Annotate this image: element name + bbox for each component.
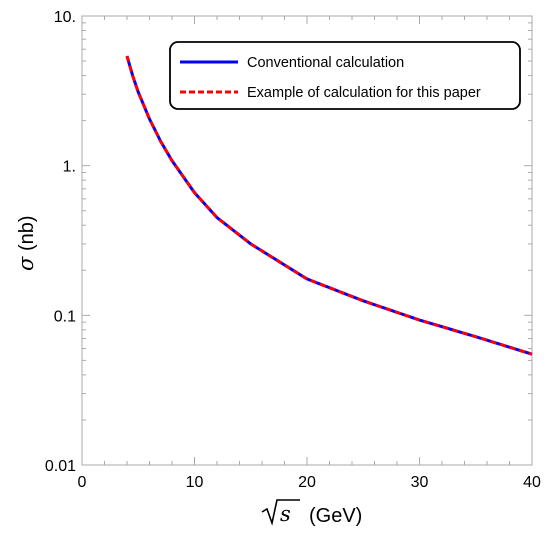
legend-box [169, 41, 521, 110]
y-axis-symbol: σ [14, 256, 38, 271]
x-tick-label: 40 [523, 474, 541, 491]
x-tick-label: 0 [78, 474, 87, 491]
y-axis-unit: (nb) [16, 215, 38, 251]
series-layer [125, 55, 533, 356]
y-tick-label: 0.1 [54, 308, 76, 325]
legend: Conventional calculation Example of calc… [169, 41, 521, 110]
x-axis-symbol: s [280, 502, 291, 526]
x-tick-label: 20 [298, 474, 316, 491]
y-tick-label: 10. [54, 9, 76, 26]
series-line-this-paper [125, 55, 533, 356]
y-tick-label: 1. [63, 159, 76, 176]
x-tick-label: 30 [411, 474, 429, 491]
sqrt-sign [261, 499, 300, 526]
x-axis-title: s (GeV) [261, 499, 362, 527]
axis-ticks [81, 16, 533, 466]
legend-label-conventional: Conventional calculation [247, 55, 404, 71]
x-axis-unit: (GeV) [309, 505, 362, 527]
tick-labels: 0 10 20 30 40 0.01 0.1 1. 10. [45, 9, 541, 491]
y-axis-title: σ (nb) [14, 215, 38, 271]
y-tick-label: 0.01 [45, 458, 76, 475]
legend-label-this-paper: Example of calculation for this paper [247, 85, 481, 101]
x-tick-label: 10 [186, 474, 204, 491]
